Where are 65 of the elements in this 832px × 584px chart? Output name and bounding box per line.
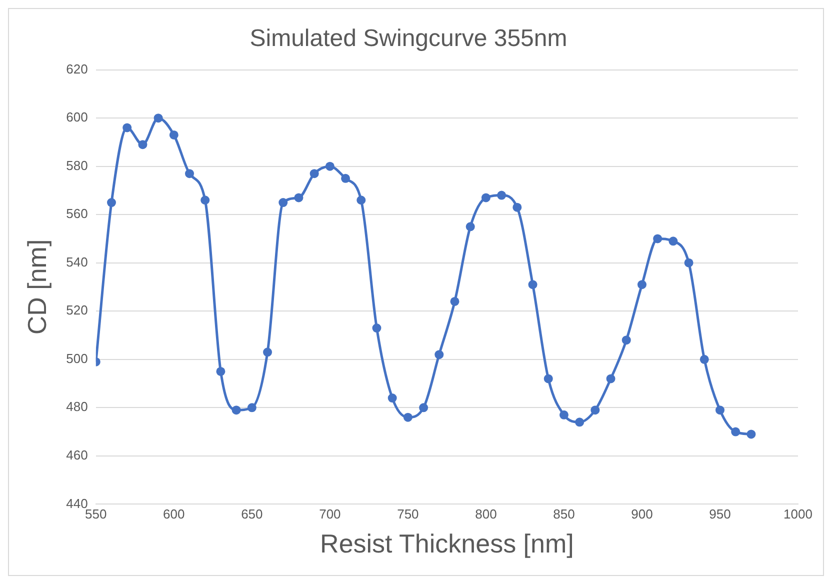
chart-title: Simulated Swingcurve 355nm (250, 25, 568, 52)
y-tick-label: 620 (66, 61, 88, 76)
point (746, 430, 756, 439)
point (559, 410, 568, 420)
y-tick-label: 460 (66, 448, 88, 463)
point (637, 280, 646, 290)
point (575, 418, 584, 427)
y-tick-label: 480 (66, 399, 88, 414)
point (528, 280, 538, 290)
y-tick-label: 580 (66, 158, 88, 173)
x-tick-label: 900 (631, 506, 653, 522)
x-tick-label: 700 (319, 506, 341, 522)
point (653, 234, 662, 244)
x-tick-label: 1000 (784, 506, 812, 522)
x-tick-label: 650 (241, 506, 263, 522)
point (232, 406, 241, 415)
x-tick-label: 750 (397, 506, 419, 522)
point (512, 202, 522, 212)
y-tick-label: 520 (66, 302, 88, 318)
point (450, 296, 460, 306)
x-tick-label: 600 (163, 506, 185, 522)
point (590, 406, 600, 415)
point (434, 350, 444, 360)
point (715, 406, 724, 415)
point (372, 324, 382, 333)
y-tick-label: 440 (66, 496, 88, 511)
point (356, 196, 366, 205)
point (668, 236, 678, 246)
point (169, 130, 178, 140)
point (544, 374, 553, 384)
point (106, 198, 116, 208)
point (310, 169, 319, 178)
point (419, 403, 428, 412)
point (278, 198, 288, 208)
point (185, 169, 194, 178)
point (216, 366, 226, 376)
point (388, 394, 397, 403)
point (606, 374, 616, 384)
y-axis-title: CD [nm] (22, 239, 52, 335)
point (122, 123, 132, 132)
y-tick-label: 560 (66, 206, 88, 222)
point (497, 190, 506, 200)
x-tick-label: 850 (553, 506, 575, 522)
point (622, 336, 631, 345)
point (263, 348, 272, 357)
point (403, 412, 412, 422)
y-tick-label: 500 (66, 350, 88, 366)
x-tick-label: 800 (475, 506, 497, 522)
x-axis-title: Resist Thickness [nm] (320, 528, 574, 559)
point (200, 196, 210, 205)
point (325, 162, 334, 171)
point (294, 193, 304, 202)
x-tick-label: 950 (709, 506, 731, 522)
y-tick-label: 540 (66, 254, 88, 270)
point (154, 114, 163, 123)
point (341, 174, 350, 183)
point (731, 427, 740, 436)
point (684, 258, 694, 268)
point (481, 193, 490, 202)
point (247, 403, 256, 412)
point (138, 140, 148, 150)
x-tick-label: 550 (85, 506, 107, 522)
point (700, 354, 709, 364)
y-tick-label: 600 (66, 110, 88, 125)
point (466, 222, 475, 232)
